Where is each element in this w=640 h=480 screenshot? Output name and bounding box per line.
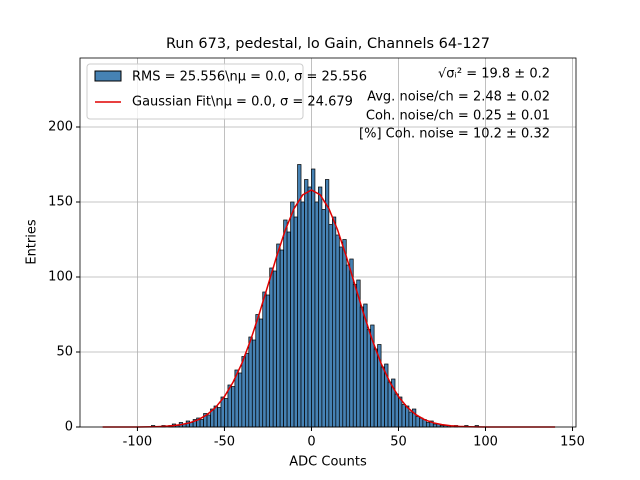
- histogram-bar: [265, 294, 271, 428]
- histogram-bar: [380, 366, 385, 428]
- histogram-bar: [321, 209, 326, 428]
- histogram-bar: [241, 356, 246, 428]
- histogram-bar: [238, 372, 243, 428]
- x-tick-label: 0: [307, 435, 315, 450]
- histogram-bar: [307, 186, 312, 428]
- histogram-bar: [366, 329, 371, 428]
- histogram-bar: [220, 396, 225, 428]
- histogram-bar: [419, 417, 424, 428]
- histogram-bar: [335, 234, 340, 428]
- y-tick-label: 200: [48, 120, 73, 135]
- legend-label: RMS = 25.556\nμ = 0.0, σ = 25.556: [132, 70, 367, 85]
- legend-label: Gaussian Fit\nμ = 0.0, σ = 24.679: [132, 95, 353, 110]
- legend-swatch: [94, 70, 122, 82]
- histogram-bar: [401, 404, 406, 428]
- annotation: Avg. noise/ch = 2.48 ± 0.02: [367, 90, 550, 105]
- histogram-bar: [262, 291, 267, 428]
- y-tick-label: 50: [56, 345, 73, 360]
- histogram-bar: [248, 336, 253, 428]
- x-tick-label: -50: [214, 435, 235, 450]
- histogram-bar: [231, 386, 236, 428]
- x-tick-label: 100: [473, 435, 498, 450]
- y-tick-label: 150: [48, 195, 73, 210]
- histogram-bar: [199, 419, 204, 428]
- histogram-bar: [314, 201, 319, 428]
- histogram-bar: [352, 284, 358, 428]
- y-tick-label: 0: [65, 420, 73, 435]
- histogram-bar: [328, 224, 333, 428]
- legend-box: [86, 63, 304, 120]
- x-tick-label: 50: [390, 435, 407, 450]
- histogram-bar: [304, 179, 309, 428]
- histogram-bar: [272, 270, 278, 428]
- chart-title: Run 673, pedestal, lo Gain, Channels 64-…: [166, 36, 490, 52]
- annotation: [%] Coh. noise = 10.2 ± 0.32: [359, 127, 550, 142]
- histogram-bar: [297, 164, 302, 428]
- histogram-bar: [332, 216, 337, 428]
- histogram-bar: [300, 201, 305, 428]
- histogram-bar: [338, 246, 344, 428]
- histogram-bar: [255, 314, 260, 428]
- legend: RMS = 25.556\nμ = 0.0, σ = 25.556 Gaussia…: [86, 63, 367, 120]
- histogram-bar: [276, 243, 281, 428]
- x-tick-label: -100: [123, 435, 153, 450]
- x-tick-label: 150: [560, 435, 585, 450]
- plot-frame: [79, 57, 577, 428]
- histogram-bar: [342, 239, 347, 428]
- histogram-bar: [349, 258, 354, 428]
- histogram-bar: [398, 396, 403, 428]
- annotation: √σᵢ² = 19.8 ± 0.2: [438, 67, 550, 82]
- y-tick-label: 100: [48, 270, 73, 285]
- histogram-bar: [269, 267, 274, 428]
- histogram-bar: [345, 264, 351, 428]
- histogram-bar: [206, 414, 211, 428]
- histogram-bar: [224, 398, 229, 428]
- histogram-bar: [290, 201, 295, 428]
- histogram-bar: [359, 306, 365, 428]
- histogram-bar: [425, 422, 431, 428]
- histogram-bar: [286, 231, 291, 428]
- histogram-bar: [244, 353, 250, 428]
- histogram-bar: [318, 186, 323, 428]
- histogram-bar: [217, 407, 222, 428]
- histogram-bar: [387, 381, 392, 428]
- histogram-bar: [408, 411, 413, 428]
- histogram-bar: [394, 393, 399, 428]
- histogram-bar: [325, 179, 330, 428]
- histogram-bar: [415, 416, 420, 428]
- x-axis-label: ADC Counts: [289, 455, 367, 470]
- histogram-bar: [258, 318, 264, 428]
- histogram-bar: [432, 423, 438, 428]
- histogram-bar: [293, 216, 298, 428]
- y-axis-label: Entries: [25, 219, 40, 265]
- histogram-bar: [283, 219, 288, 428]
- histogram-bar: [373, 348, 378, 428]
- histogram-bar: [251, 339, 257, 428]
- annotation: Coh. noise/ch = 0.25 ± 0.01: [366, 109, 550, 124]
- histogram-bar: [311, 168, 316, 428]
- histogram-bar: [279, 249, 284, 428]
